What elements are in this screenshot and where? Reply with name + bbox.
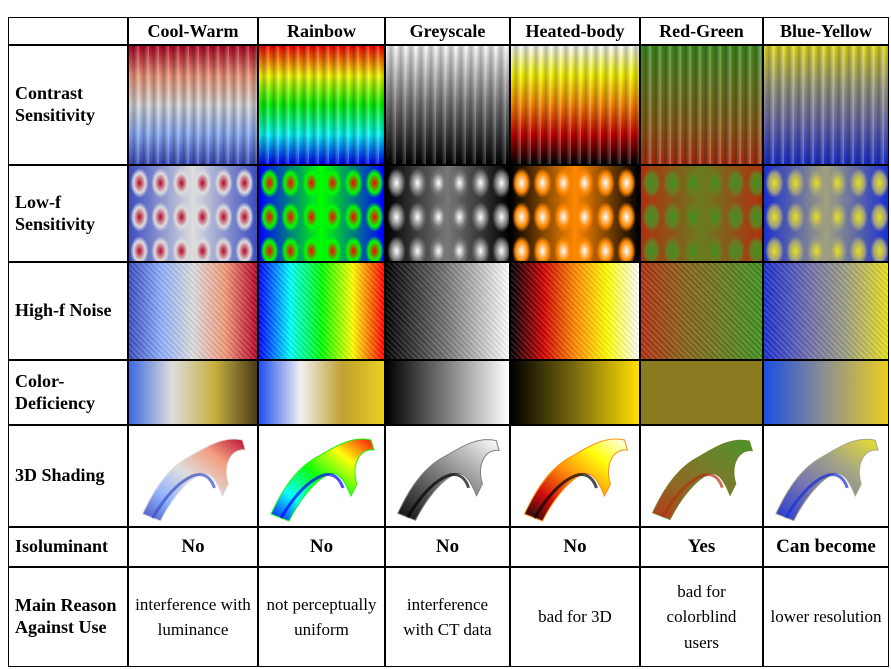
row-label: 3D Shading (9, 426, 127, 526)
column-header: Red-Green (641, 18, 762, 44)
row-label: Main Reason Against Use (9, 568, 127, 666)
isoluminant-value: Yes (641, 528, 762, 566)
colormap-image (764, 46, 888, 164)
colormap-image (129, 426, 257, 526)
colormap-sample (641, 263, 762, 359)
colormap-sample (259, 46, 384, 164)
corner-cell (9, 18, 127, 44)
shaded-surface (511, 426, 639, 526)
colormap-image (641, 263, 762, 359)
isoluminant-value: No (386, 528, 509, 566)
colormap-sample (764, 361, 888, 424)
colormap-image (511, 166, 639, 261)
colormap-sample (129, 46, 257, 164)
page: Cool-WarmRainbowGreyscaleHeated-bodyRed-… (0, 0, 891, 669)
colormap-sample (129, 426, 257, 526)
colormap-sample (129, 263, 257, 359)
colormap-image (511, 263, 639, 359)
column-header: Greyscale (386, 18, 509, 44)
colormap-image (386, 166, 509, 261)
colormap-image (129, 166, 257, 261)
colormap-sample (386, 263, 509, 359)
reason-text: not perceptually uniform (259, 568, 384, 666)
shaded-surface (641, 426, 762, 526)
colormap-image (129, 46, 257, 164)
colormap-image (641, 426, 762, 526)
isoluminant-value: No (259, 528, 384, 566)
isoluminant-value: Can become (764, 528, 888, 566)
colormap-image (764, 263, 888, 359)
reason-text: interference with luminance (129, 568, 257, 666)
colormap-sample (511, 426, 639, 526)
row-label: Color-Deficiency (9, 361, 127, 424)
colormap-image (764, 361, 888, 424)
colormap-sample (259, 263, 384, 359)
shaded-surface (129, 426, 257, 526)
colormap-image (259, 426, 384, 526)
colormap-image (386, 426, 509, 526)
row-label: Contrast Sensitivity (9, 46, 127, 164)
colormap-image (641, 46, 762, 164)
reason-text: bad for colorblind users (641, 568, 762, 666)
colormap-image (764, 166, 888, 261)
colormap-image (129, 263, 257, 359)
column-header: Blue-Yellow (764, 18, 888, 44)
colormap-image (386, 361, 509, 424)
colormap-sample (129, 361, 257, 424)
colormap-image (386, 46, 509, 164)
row-label: High-f Noise (9, 263, 127, 359)
colormap-sample (386, 361, 509, 424)
shaded-surface (386, 426, 509, 526)
colormap-image (259, 166, 384, 261)
colormap-image (511, 46, 639, 164)
colormap-image (511, 361, 639, 424)
column-header: Cool-Warm (129, 18, 257, 44)
colormap-sample (129, 166, 257, 261)
colormap-sample (511, 263, 639, 359)
shaded-surface (259, 426, 384, 526)
colormap-sample (641, 426, 762, 526)
colormap-sample (764, 263, 888, 359)
isoluminant-value: No (129, 528, 257, 566)
colormap-sample (764, 46, 888, 164)
reason-text: interference with CT data (386, 568, 509, 666)
colormap-sample (764, 166, 888, 261)
row-label: Isoluminant (9, 528, 127, 566)
column-header: Rainbow (259, 18, 384, 44)
column-header: Heated-body (511, 18, 639, 44)
colormap-sample (764, 426, 888, 526)
colormap-sample (386, 426, 509, 526)
colormap-sample (386, 166, 509, 261)
colormap-sample (641, 361, 762, 424)
colormap-sample (259, 426, 384, 526)
colormap-image (259, 361, 384, 424)
shaded-surface (764, 426, 888, 526)
colormap-sample (641, 166, 762, 261)
colormap-sample (259, 361, 384, 424)
colormap-image (641, 166, 762, 261)
colormap-sample (511, 361, 639, 424)
colormap-sample (386, 46, 509, 164)
colormap-sample (511, 46, 639, 164)
colormap-image (511, 426, 639, 526)
row-label: Low-f Sensitivity (9, 166, 127, 261)
colormap-sample (511, 166, 639, 261)
colormap-image (641, 361, 762, 424)
colormap-image (764, 426, 888, 526)
colormap-image (259, 263, 384, 359)
reason-text: bad for 3D (511, 568, 639, 666)
colormap-image (386, 263, 509, 359)
isoluminant-value: No (511, 528, 639, 566)
colormap-image (129, 361, 257, 424)
colormap-sample (641, 46, 762, 164)
colormap-image (259, 46, 384, 164)
colormap-sample (259, 166, 384, 261)
reason-text: lower resolution (764, 568, 888, 666)
